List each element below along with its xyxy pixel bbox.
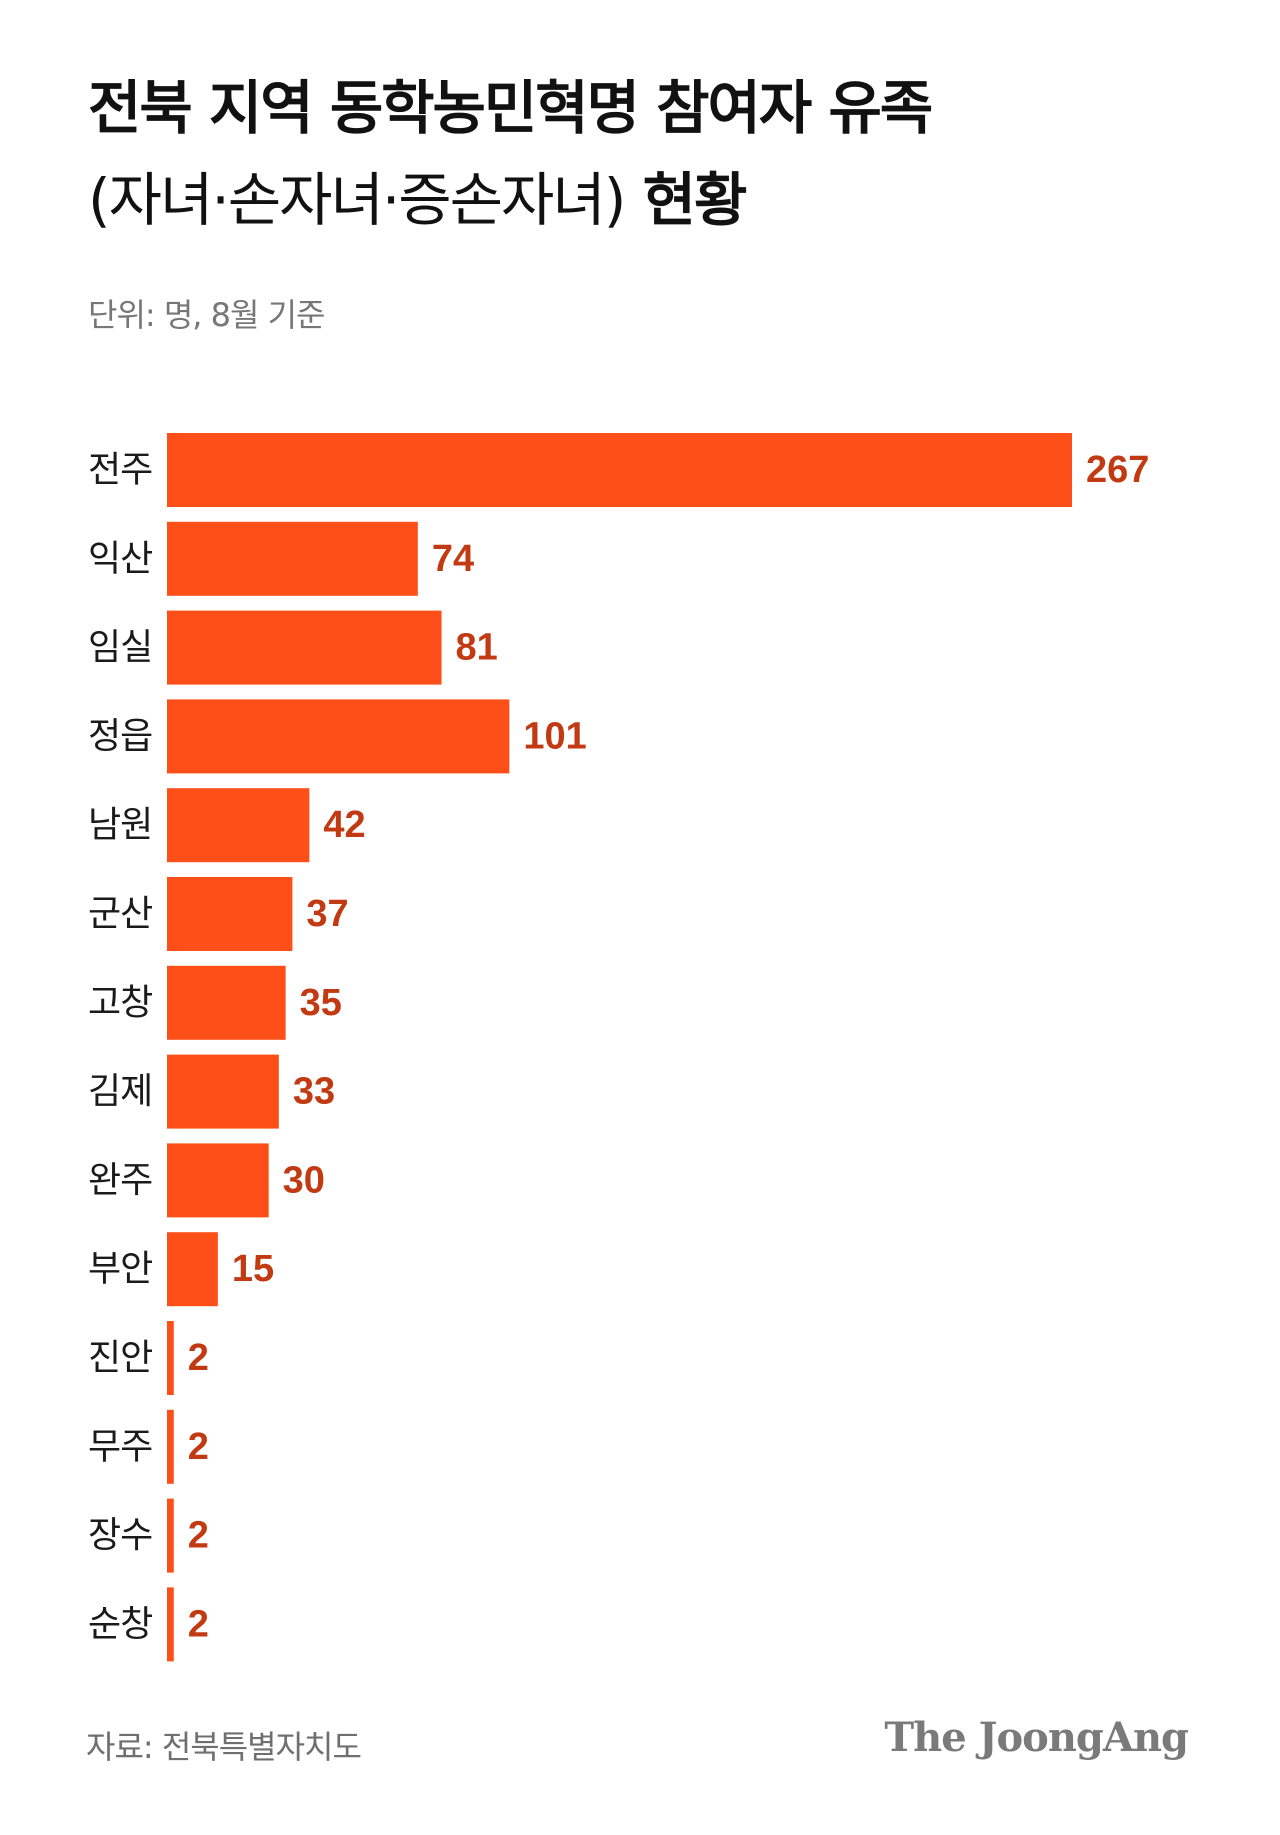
bar [167, 1054, 279, 1129]
bar [167, 521, 418, 596]
value-label: 267 [1086, 449, 1149, 491]
value-label: 101 [523, 715, 586, 757]
bar [167, 1498, 174, 1573]
chart-title: 전북 지역 동학농민혁명 참여자 유족 (자녀·손자녀·증손자녀) 현황 [88, 62, 1208, 246]
chart-title-parenthetical: (자녀·손자녀·증손자녀) [88, 166, 626, 234]
category-label: 남원 [88, 805, 152, 846]
bar [167, 1321, 174, 1395]
value-label: 37 [306, 893, 348, 935]
value-label: 2 [188, 1426, 209, 1468]
value-label: 2 [188, 1515, 209, 1557]
bar [167, 1143, 269, 1218]
bar-group: 장수 2 [88, 1498, 209, 1573]
bar [167, 1409, 174, 1484]
bar-group: 순창 2 [88, 1587, 209, 1662]
chart-title-line2: (자녀·손자녀·증손자녀) 현황 [88, 154, 1208, 246]
category-label: 익산 [88, 538, 152, 579]
value-label: 35 [300, 982, 342, 1024]
value-label: 15 [232, 1248, 274, 1290]
category-label: 정읍 [88, 716, 152, 757]
category-label: 장수 [88, 1515, 152, 1556]
bar-group: 익산 74 [88, 521, 474, 596]
value-label: 2 [188, 1337, 209, 1379]
category-label: 고창 [88, 982, 152, 1023]
category-label: 진안 [88, 1338, 152, 1379]
value-label: 2 [188, 1603, 209, 1645]
value-label: 42 [323, 804, 365, 846]
bar-group: 정읍 101 [88, 699, 587, 774]
bar [167, 433, 1072, 507]
category-label: 순창 [88, 1604, 152, 1645]
bar-group: 부안 15 [88, 1232, 274, 1307]
bar-group: 고창 35 [88, 965, 342, 1040]
category-label: 부안 [88, 1249, 152, 1290]
bar-group: 완주 30 [88, 1143, 325, 1218]
value-label: 81 [456, 627, 498, 669]
source-note: 자료: 전북특별자치도 [86, 1728, 362, 1766]
bar [167, 699, 510, 774]
chart-title-line1: 전북 지역 동학농민혁명 참여자 유족 [88, 74, 933, 142]
bar [167, 965, 286, 1040]
unit-note: 단위: 명, 8월 기준 [88, 296, 325, 334]
bar-group: 임실 81 [88, 610, 498, 685]
value-label: 30 [283, 1159, 325, 1201]
chart-title-status: 현황 [642, 166, 748, 234]
category-label: 김제 [88, 1071, 152, 1112]
bar-group: 무주 2 [88, 1409, 209, 1484]
bar [167, 1587, 174, 1662]
publisher-logo: The JoongAng [884, 1714, 1189, 1761]
value-label: 74 [432, 538, 474, 580]
bar-group: 김제 33 [88, 1054, 335, 1129]
bar-group: 남원 42 [88, 788, 366, 863]
bar [167, 877, 293, 951]
bar [167, 788, 310, 863]
category-label: 임실 [88, 627, 152, 668]
category-label: 무주 [88, 1426, 152, 1467]
bar-group: 진안 2 [88, 1321, 209, 1395]
bar [167, 1232, 218, 1307]
category-label: 전주 [88, 450, 152, 491]
bar-group: 전주 267 [88, 433, 1149, 507]
bar-group: 군산 37 [88, 877, 349, 951]
category-label: 군산 [88, 894, 152, 935]
bar [167, 610, 442, 685]
value-label: 33 [293, 1071, 335, 1113]
category-label: 완주 [88, 1160, 152, 1201]
